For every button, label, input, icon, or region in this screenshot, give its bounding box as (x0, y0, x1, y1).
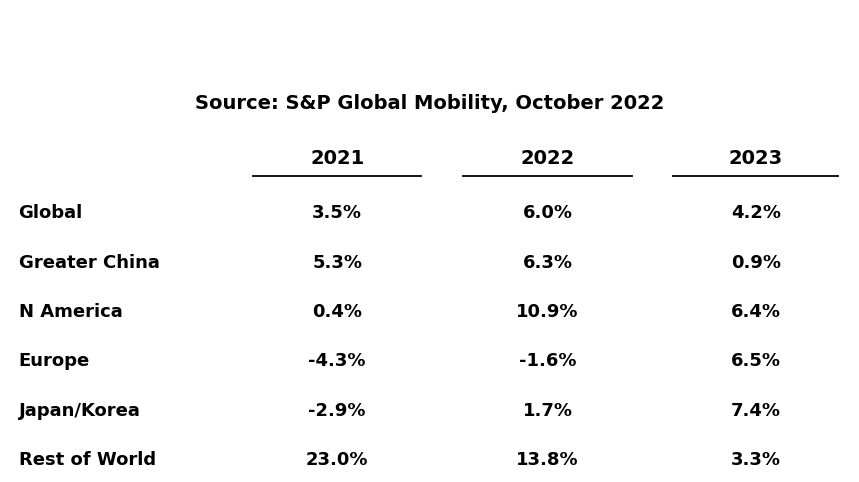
Text: 2021: 2021 (310, 149, 364, 169)
Text: 10.9%: 10.9% (516, 303, 579, 321)
Text: 23.0%: 23.0% (306, 451, 369, 469)
Text: 0.9%: 0.9% (731, 254, 781, 271)
Text: -2.9%: -2.9% (308, 402, 366, 420)
Text: Japan/Korea: Japan/Korea (19, 402, 140, 420)
Text: 0.4%: 0.4% (312, 303, 362, 321)
Text: 2022: 2022 (521, 149, 575, 169)
Text: Light Vehicle Production Annual Change: Light Vehicle Production Annual Change (85, 25, 774, 54)
Text: 7.4%: 7.4% (731, 402, 781, 420)
Text: -1.6%: -1.6% (519, 352, 576, 370)
Text: 3.3%: 3.3% (731, 451, 781, 469)
Text: 3.5%: 3.5% (312, 204, 362, 222)
Text: 6.5%: 6.5% (731, 352, 781, 370)
Text: -4.3%: -4.3% (308, 352, 366, 370)
Text: 1.7%: 1.7% (522, 402, 573, 420)
Text: 13.8%: 13.8% (516, 451, 579, 469)
Text: 2023: 2023 (728, 149, 783, 169)
Text: Greater China: Greater China (19, 254, 160, 271)
Text: 4.2%: 4.2% (731, 204, 781, 222)
Text: Rest of World: Rest of World (19, 451, 155, 469)
Text: Global: Global (19, 204, 82, 222)
Text: 5.3%: 5.3% (312, 254, 362, 271)
Text: 6.0%: 6.0% (522, 204, 573, 222)
Text: 6.4%: 6.4% (731, 303, 781, 321)
Text: Source: S&P Global Mobility, October 2022: Source: S&P Global Mobility, October 202… (195, 94, 664, 113)
Text: N America: N America (19, 303, 122, 321)
Text: 6.3%: 6.3% (522, 254, 573, 271)
Text: Europe: Europe (19, 352, 90, 370)
